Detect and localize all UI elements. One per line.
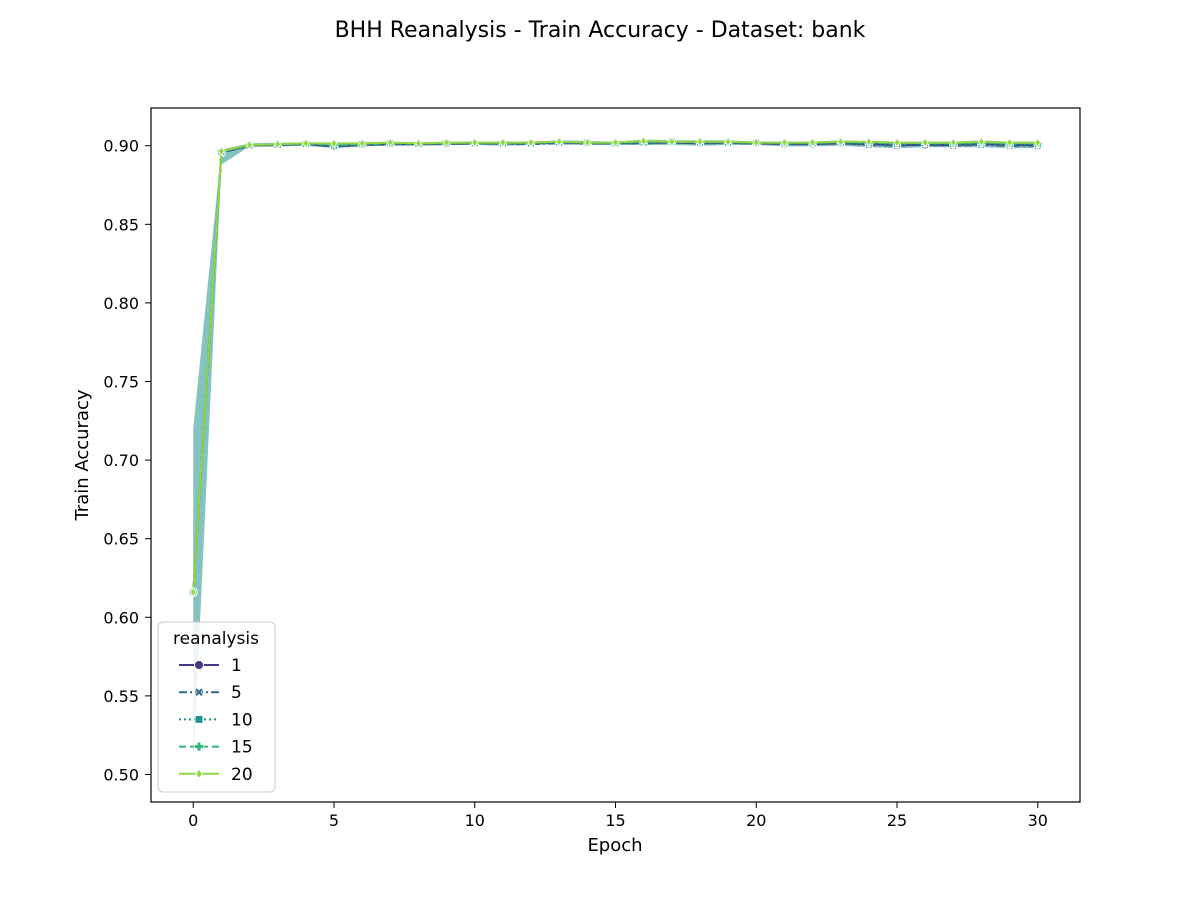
legend-label-5: 5 [231,683,242,703]
data-point-20-15 [612,137,619,148]
y-tick-label: 0.80 [103,294,139,313]
series-5 [188,138,1043,597]
y-tick-label: 0.60 [103,608,139,627]
legend-item-15: 15 [179,738,253,758]
axes: 0 5 10 15 20 25 300.500.550.600.650.700.750.80… [103,137,1048,830]
plot-area [188,136,1043,767]
data-point-20-27 [949,137,957,148]
series-line-15 [192,140,1038,593]
legend-item-5: 5 [179,683,242,703]
series-15 [188,137,1043,597]
confidence-band [193,139,1038,767]
data-point-20-25 [893,137,901,148]
x-tick-label: 20 [746,811,766,830]
data-point-20-10 [471,137,479,148]
y-tick-label: 0.85 [103,215,139,234]
data-point-20-14 [583,137,591,148]
legend-marker-15 [194,741,204,752]
series-line-10 [192,140,1038,593]
data-point-20-8 [415,138,422,149]
y-tick-label: 0.55 [103,687,139,706]
data-point-20-5 [330,138,338,149]
data-point-20-29 [1006,137,1013,148]
data-point-20-9 [443,137,450,148]
x-tick-label: 10 [465,811,485,830]
data-point-20-4 [302,138,310,149]
data-point-20-24 [865,136,873,147]
plot-frame [150,107,1081,803]
legend-label-1: 1 [231,656,242,676]
legend-label-10: 10 [231,710,253,730]
legend-item-20: 20 [179,765,253,785]
data-point-20-19 [724,136,732,147]
data-point-20-30 [1034,137,1042,148]
data-point-20-0 [189,587,197,598]
x-tick-label: 5 [329,811,339,830]
legend-marker-20 [195,768,203,780]
series-20 [189,136,1042,598]
data-point-20-12 [527,137,535,148]
data-point-20-7 [386,137,394,148]
series-1 [188,138,1043,597]
legend-label-20: 20 [231,765,253,785]
x-tick-label: 25 [887,811,907,830]
data-point-20-13 [555,136,563,147]
legend-title: reanalysis [173,629,259,649]
series-line-5 [192,141,1038,593]
x-tick-label: 30 [1028,811,1048,830]
x-tick-label: 15 [605,811,625,830]
y-tick-label: 0.65 [103,530,139,549]
legend-marker-10 [194,715,204,724]
y-tick-label: 0.70 [103,451,139,470]
data-point-20-2 [246,140,253,150]
x-tick-label: 0 [188,811,198,830]
data-point-20-3 [274,139,282,150]
data-point-20-20 [752,137,760,148]
data-point-20-26 [921,137,929,148]
series-line-20 [192,140,1038,593]
data-point-20-28 [978,136,985,147]
data-point-20-16 [640,136,648,146]
series-10 [189,137,1042,596]
legend-label-15: 15 [231,738,253,758]
legend-marker-1 [194,660,204,670]
data-point-20-18 [696,136,704,147]
legend-marker-5 [194,687,204,697]
data-point-20-6 [358,138,366,149]
chart-title: BHH Reanalysis - Train Accuracy - Datase… [335,18,866,43]
x-axis-label: Epoch [587,835,642,856]
legend-item-10: 10 [179,710,253,730]
data-point-20-1 [218,146,225,157]
legend-item-1: 1 [179,656,242,676]
data-point-20-11 [499,137,507,148]
y-tick-label: 0.75 [103,373,139,392]
data-point-20-22 [809,137,816,148]
data-point-20-23 [837,136,845,147]
y-tick-label: 0.50 [103,765,139,784]
y-tick-label: 0.90 [103,137,139,156]
data-point-20-17 [668,136,676,147]
data-point-20-21 [781,137,788,148]
y-axis-label: Train Accuracy [72,389,93,521]
series-line-1 [192,141,1038,593]
